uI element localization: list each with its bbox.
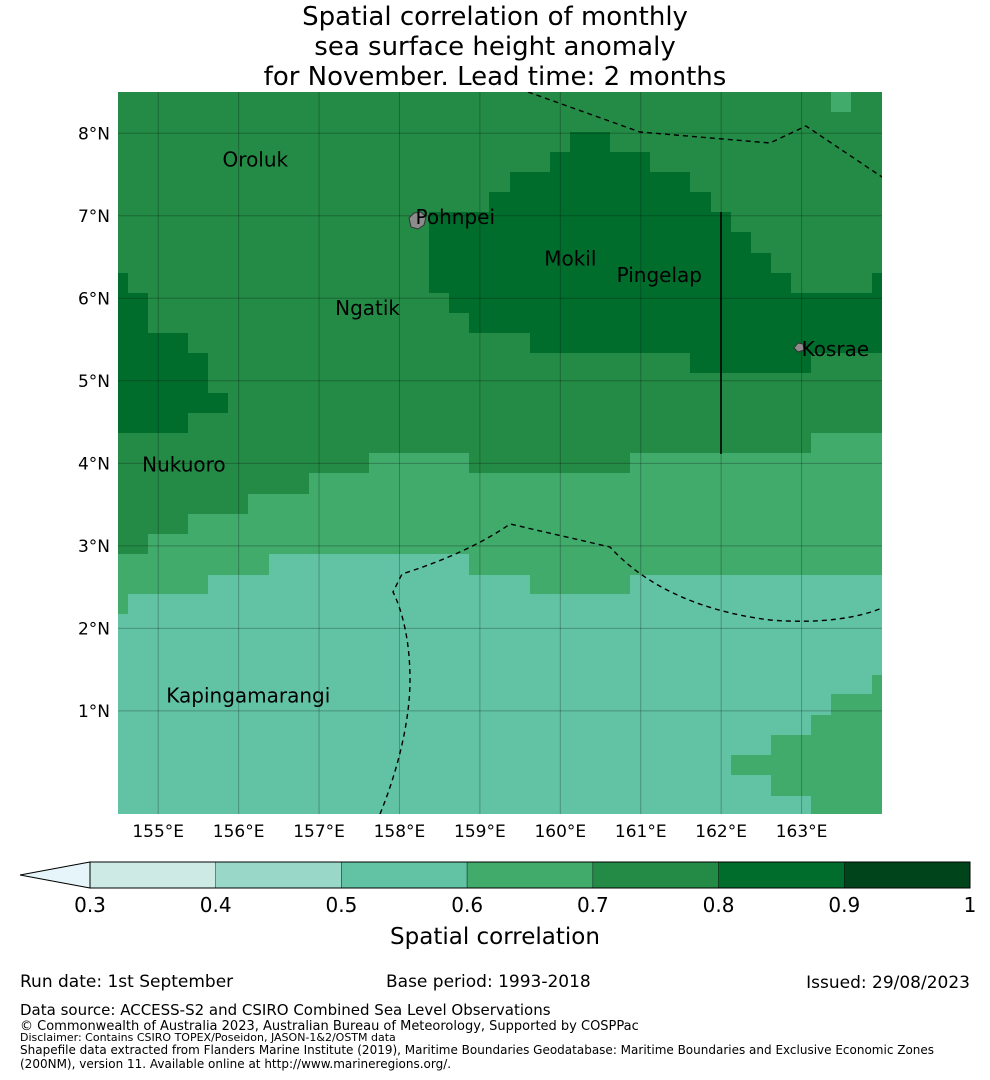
place-label-nukuoro: Nukuoro — [142, 453, 226, 477]
region-corr-0.8 — [429, 132, 882, 373]
map-title: Spatial correlation of monthly sea surfa… — [0, 2, 990, 92]
place-label-pingelap: Pingelap — [617, 263, 702, 287]
lat-tick-label: 3°N — [78, 537, 110, 557]
lat-tick-label: 2°N — [78, 619, 110, 639]
colorbar-segment — [466, 861, 594, 889]
eez-boundary-south — [379, 523, 882, 814]
lat-tick-label: 6°N — [78, 289, 110, 309]
lat-tick-label: 4°N — [78, 454, 110, 474]
copyright: © Commonwealth of Australia 2023, Austra… — [20, 1019, 639, 1034]
title-line-1: Spatial correlation of monthly — [302, 2, 688, 32]
latitude-labels: 8°N 7°N 6°N 5°N 4°N 3°N 2°N 1°N — [78, 124, 110, 722]
longitude-labels: 155°E 156°E 157°E 158°E 159°E 160°E 161°E 162°E… — [132, 822, 827, 842]
data-source: Data source: ACCESS-S2 and CSIRO Combine… — [20, 1001, 551, 1019]
title-line-3: for November. Lead time: 2 months — [263, 62, 727, 92]
colorbar-frame — [89, 861, 971, 889]
colorbar-tick-label: 1 — [964, 893, 977, 917]
lat-tick-label: 7°N — [78, 207, 110, 227]
lon-tick-label: 155°E — [132, 822, 184, 842]
colorbar-ticks: 0.3 0.4 0.5 0.6 0.7 0.8 0.9 1 — [74, 893, 976, 917]
place-label-oroluk: Oroluk — [223, 147, 289, 171]
lon-tick-label: 163°E — [776, 822, 828, 842]
colorbar-tick-label: 0.7 — [577, 893, 609, 917]
place-label-pohnpei: Pohnpei — [416, 205, 496, 229]
lon-tick-label: 161°E — [615, 822, 667, 842]
colorbar-tick-label: 0.6 — [451, 893, 483, 917]
lon-tick-label: 156°E — [213, 822, 265, 842]
colorbar-tick-label: 0.3 — [74, 893, 106, 917]
colorbar-segment — [843, 861, 971, 889]
lon-tick-label: 162°E — [695, 822, 747, 842]
kosrae-island — [793, 342, 805, 353]
correlation-field — [118, 92, 882, 814]
lat-tick-label: 1°N — [78, 702, 110, 722]
disclaimer: Disclaimer: Contains CSIRO TOPEX/Poseido… — [20, 1031, 396, 1044]
lon-tick-label: 157°E — [293, 822, 345, 842]
place-label-ngatik: Ngatik — [335, 296, 400, 320]
colorbar-tick-label: 0.9 — [828, 893, 860, 917]
colorbar-segment — [341, 861, 468, 889]
shapefile-credit-1: Shapefile data extracted from Flanders M… — [20, 1043, 935, 1057]
region-corr-0.8-west — [118, 273, 228, 433]
place-label-kapingamarangi: Kapingamarangi — [166, 684, 330, 708]
lon-tick-label: 160°E — [534, 822, 586, 842]
colorbar-segment — [215, 861, 342, 889]
title-line-2: sea surface height anomaly — [314, 32, 676, 62]
colorbar-segment — [592, 861, 719, 889]
eez-boundary-north — [527, 92, 882, 178]
shapefile-credit-2: (200NM), version 11. Available online at… — [20, 1057, 452, 1071]
colorbar-underflow — [19, 861, 91, 889]
colorbar-label: Spatial correlation — [390, 924, 600, 950]
eez-boundaries — [379, 92, 882, 814]
issued-date: Issued: 29/08/2023 — [806, 973, 970, 993]
colorbar-tick-label: 0.4 — [200, 893, 232, 917]
run-date: Run date: 1st September — [20, 972, 234, 992]
colorbar-segment — [718, 861, 845, 889]
lon-tick-label: 158°E — [374, 822, 426, 842]
graticule — [118, 92, 882, 814]
colorbar-tick-label: 0.8 — [703, 893, 735, 917]
lat-tick-label: 5°N — [78, 372, 110, 392]
place-label-mokil: Mokil — [544, 246, 596, 270]
colorbar-tick-label: 0.5 — [326, 893, 358, 917]
colorbar-segment — [89, 861, 217, 889]
place-label-kosrae: Kosrae — [802, 337, 870, 361]
region-corr-0.6-cell — [831, 92, 851, 112]
base-period: Base period: 1993-2018 — [386, 972, 591, 992]
lat-tick-label: 8°N — [78, 124, 110, 144]
region-corr-0.6-southeast — [731, 675, 882, 814]
colorbar — [19, 861, 971, 889]
islands — [408, 211, 805, 353]
pohnpei-island — [408, 211, 427, 230]
place-labels: Oroluk Pohnpei Mokil Pingelap Ngatik Kosrae Nu… — [142, 147, 869, 707]
lon-tick-label: 159°E — [454, 822, 506, 842]
